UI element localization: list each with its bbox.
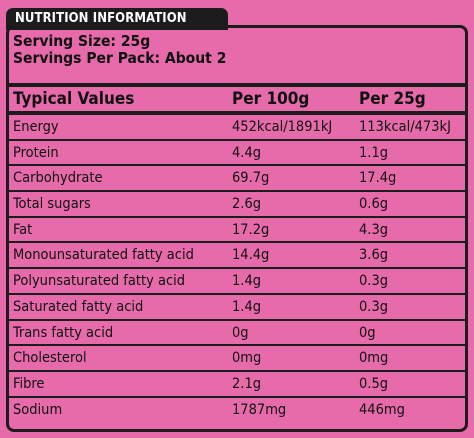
header-per-serving: Per 25g <box>359 89 426 109</box>
header-divider-bottom <box>9 111 465 115</box>
nutrient-name: Protein <box>13 144 59 161</box>
per-100g-value: 2.6g <box>232 196 262 213</box>
per-100g-value: 17.2g <box>232 221 270 238</box>
per-serving-value: 0mg <box>359 350 389 367</box>
table-row: Polyunsaturated fatty acid 1.4g 0.3g <box>9 269 465 295</box>
per-serving-value: 0.3g <box>359 298 389 315</box>
per-serving-value: 17.4g <box>359 170 397 187</box>
nutrition-panel <box>6 25 468 432</box>
per-100g-value: 4.4g <box>232 144 262 161</box>
table-header: Typical Values Per 100g Per 25g <box>13 87 463 111</box>
table-row: Protein 4.4g 1.1g <box>9 141 465 167</box>
table-row: Cholesterol 0mg 0mg <box>9 346 465 372</box>
nutrient-name: Total sugars <box>13 196 91 213</box>
table-row: Total sugars 2.6g 0.6g <box>9 192 465 218</box>
nutrient-name: Trans fatty acid <box>13 324 114 341</box>
nutrient-name: Sodium <box>13 401 63 418</box>
nutrient-name: Saturated fatty acid <box>13 298 144 315</box>
panel-title: NUTRITION INFORMATION <box>6 8 228 30</box>
table-row: Saturated fatty acid 1.4g 0.3g <box>9 295 465 321</box>
per-serving-value: 0.5g <box>359 375 389 392</box>
per-serving-value: 0g <box>359 324 376 341</box>
per-100g-value: 1.4g <box>232 298 262 315</box>
nutrition-table: Energy 452kcal/1891kJ 113kcal/473kJ Prot… <box>9 115 465 423</box>
nutrient-name: Monounsaturated fatty acid <box>13 247 194 264</box>
nutrient-name: Fat <box>13 221 33 238</box>
header-per-100g: Per 100g <box>232 89 310 109</box>
per-100g-value: 1.4g <box>232 273 262 290</box>
header-typical-values: Typical Values <box>13 89 135 109</box>
table-row: Fat 17.2g 4.3g <box>9 218 465 244</box>
table-row: Carbohydrate 69.7g 17.4g <box>9 166 465 193</box>
nutrient-name: Cholesterol <box>13 350 87 367</box>
serving-size: Serving Size: 25g <box>13 32 151 50</box>
per-serving-value: 0.6g <box>359 196 389 213</box>
per-serving-value: 1.1g <box>359 144 389 161</box>
per-serving-value: 4.3g <box>359 221 389 238</box>
table-row: Energy 452kcal/1891kJ 113kcal/473kJ <box>9 115 465 141</box>
per-100g-value: 1787mg <box>232 401 287 418</box>
per-100g-value: 14.4g <box>232 247 270 264</box>
per-100g-value: 0mg <box>232 350 262 367</box>
nutrient-name: Carbohydrate <box>13 170 103 187</box>
per-100g-value: 452kcal/1891kJ <box>232 119 333 135</box>
per-100g-value: 2.1g <box>232 375 262 392</box>
table-row: Sodium 1787mg 446mg <box>9 398 465 424</box>
per-serving-value: 3.6g <box>359 247 389 264</box>
table-row: Monounsaturated fatty acid 14.4g 3.6g <box>9 243 465 270</box>
nutrient-name: Fibre <box>13 375 45 392</box>
per-serving-value: 0.3g <box>359 273 389 290</box>
serving-info: Serving Size: 25g Servings Per Pack: Abo… <box>13 33 226 67</box>
servings-per-pack: Servings Per Pack: About 2 <box>13 49 227 67</box>
header-divider-top <box>9 83 465 87</box>
nutrient-name: Polyunsaturated fatty acid <box>13 273 186 290</box>
per-100g-value: 0g <box>232 324 249 341</box>
per-100g-value: 69.7g <box>232 170 270 187</box>
table-row: Trans fatty acid 0g 0g <box>9 321 465 347</box>
nutrient-name: Energy <box>13 119 59 135</box>
per-serving-value: 113kcal/473kJ <box>359 119 451 135</box>
per-serving-value: 446mg <box>359 401 405 418</box>
table-row: Fibre 2.1g 0.5g <box>9 372 465 398</box>
